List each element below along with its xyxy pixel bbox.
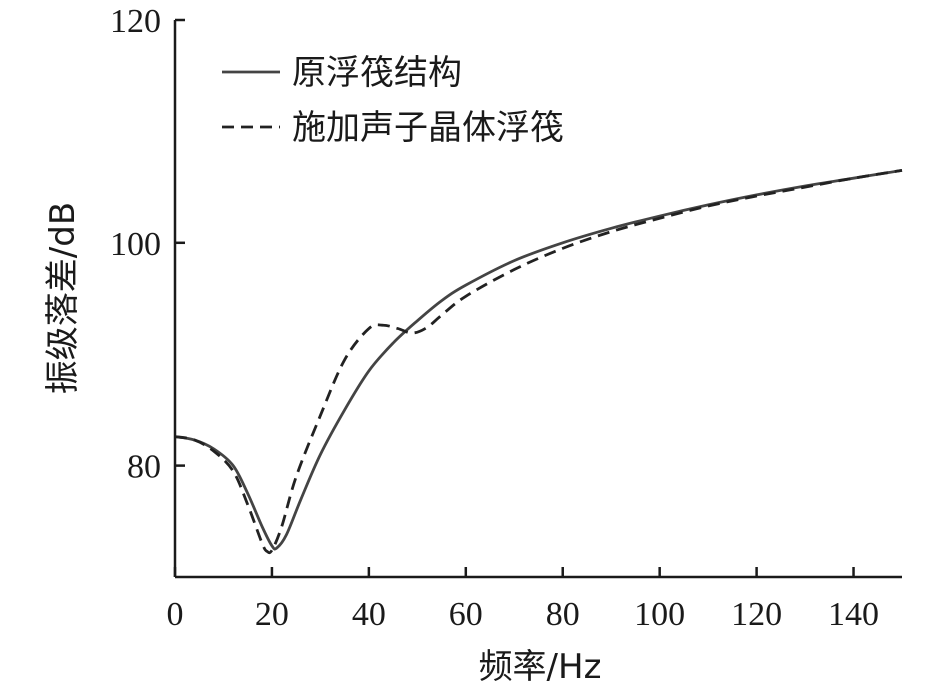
- series-line-2: [174, 169, 903, 555]
- x-tick-label: 80: [546, 596, 580, 633]
- legend-label-1: 原浮筏结构: [292, 53, 462, 93]
- y-tick-label: 120: [110, 3, 161, 40]
- x-tick-label: 140: [828, 596, 879, 633]
- x-axis-title: 频率/Hz: [479, 647, 602, 687]
- x-tick-label: 40: [352, 596, 386, 633]
- x-tick-label: 60: [449, 596, 483, 633]
- plot-area: [174, 169, 903, 555]
- x-tick-label: 20: [255, 596, 289, 633]
- x-tick-label: 100: [634, 596, 685, 633]
- y-axis-title: 振级落差/dB: [43, 202, 83, 394]
- x-tick-label: 0: [167, 596, 184, 633]
- y-tick-label: 100: [110, 226, 161, 263]
- y-tick-label: 80: [127, 449, 161, 486]
- x-tick-label: 120: [731, 596, 782, 633]
- series-line-1: [174, 169, 903, 551]
- legend-label-2: 施加声子晶体浮筏: [292, 108, 564, 148]
- axes: 0 20 40 60 80 100 120 140 80 100 120: [110, 3, 902, 633]
